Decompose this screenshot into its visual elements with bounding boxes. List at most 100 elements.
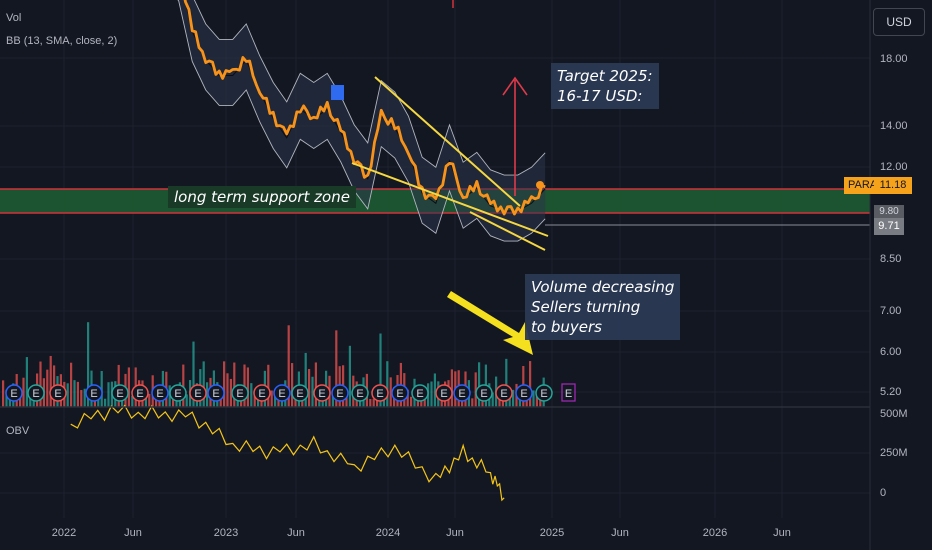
earnings-marker[interactable]: [331, 384, 349, 402]
x-tick-2022: 2022: [51, 527, 77, 539]
volume-bar: [80, 390, 83, 407]
earnings-marker[interactable]: [253, 384, 271, 402]
volume-bar: [474, 372, 477, 407]
earnings-marker[interactable]: [151, 384, 169, 402]
obv-tick-0: 0: [880, 487, 887, 499]
earnings-marker[interactable]: [111, 384, 129, 402]
obv-tick-250m: 250M: [880, 447, 908, 459]
volume-bar: [155, 394, 158, 407]
upcoming-earnings-marker[interactable]: [561, 383, 576, 402]
y-tick-7: 7.00: [880, 305, 902, 317]
earnings-glyph: E: [174, 388, 181, 400]
target-annotation: Target 2025: 16-17 USD:: [551, 63, 659, 109]
earnings-marker[interactable]: [27, 384, 45, 402]
volume-bar: [314, 362, 317, 407]
volume-bar: [2, 380, 5, 407]
volume-bar: [372, 398, 375, 407]
volume-bar: [304, 352, 307, 407]
earnings-marker[interactable]: [189, 384, 207, 402]
earnings-marker[interactable]: [411, 384, 429, 402]
last-price-badge: 11.18: [874, 177, 912, 194]
volume-bar: [389, 377, 392, 407]
wedge-lower-extension: [469, 211, 546, 251]
volume-bar: [185, 394, 188, 407]
wedge-upper-trendline: [374, 76, 521, 207]
volume-bar: [525, 398, 528, 407]
volume-bar: [433, 373, 436, 407]
earnings-marker[interactable]: [371, 384, 389, 402]
volume-bar: [348, 345, 351, 407]
volume-bar: [491, 392, 494, 407]
volume-bar: [535, 394, 538, 407]
obv-tick-500m: 500M: [880, 408, 908, 420]
earnings-marker[interactable]: [5, 384, 23, 402]
earnings-glyph: E: [54, 388, 61, 400]
earnings-marker[interactable]: [435, 384, 453, 402]
earnings-glyph: E: [236, 388, 243, 400]
volume-bar: [532, 390, 535, 407]
volume-bar: [450, 369, 453, 407]
earnings-marker[interactable]: [207, 384, 225, 402]
volume-bar: [202, 361, 205, 407]
earnings-marker[interactable]: [391, 384, 409, 402]
earnings-glyph: E: [10, 388, 17, 400]
volume-bar: [505, 358, 508, 407]
volume-bar: [410, 396, 413, 407]
volume-bar: [376, 395, 379, 407]
earnings-marker[interactable]: [475, 384, 493, 402]
volume-bar: [66, 383, 69, 407]
earnings-marker[interactable]: [169, 384, 187, 402]
volume-bar: [512, 389, 515, 407]
earnings-marker[interactable]: [131, 384, 149, 402]
volume-callout-arrow: [447, 291, 533, 355]
target-annotation-line-1: Target 2025:: [557, 67, 653, 85]
earnings-glyph: E: [296, 388, 303, 400]
volume-indicator-label[interactable]: Vol: [6, 12, 22, 24]
earnings-marker[interactable]: [535, 384, 553, 402]
volume-bar: [529, 361, 532, 407]
obv-indicator-label[interactable]: OBV: [6, 425, 30, 437]
earnings-glyph: E: [480, 388, 487, 400]
volume-bar: [270, 390, 273, 407]
earnings-marker[interactable]: [453, 384, 471, 402]
volume-bar: [8, 396, 11, 407]
earnings-marker[interactable]: [313, 384, 331, 402]
volume-bar: [386, 361, 389, 407]
earnings-glyph: E: [278, 388, 285, 400]
earnings-glyph: E: [500, 388, 507, 400]
earnings-glyph: E: [32, 388, 39, 400]
earnings-marker[interactable]: [495, 384, 513, 402]
volume-bar: [335, 330, 338, 407]
x-tick-jun-2026: Jun: [773, 527, 791, 539]
earnings-glyph: E: [116, 388, 123, 400]
currency-button[interactable]: USD: [873, 8, 925, 36]
volume-bar: [206, 382, 209, 407]
volume-bar: [22, 377, 25, 407]
earnings-marker[interactable]: [515, 384, 533, 402]
volume-bar: [294, 395, 297, 407]
earnings-marker[interactable]: [351, 384, 369, 402]
volume-bar: [308, 368, 311, 407]
earnings-glyph: E: [258, 388, 265, 400]
volume-bar: [250, 383, 253, 407]
volume-bar: [471, 398, 474, 407]
earnings-marker[interactable]: [231, 384, 249, 402]
ticker-badge: PARA: [844, 177, 882, 194]
volume-bar: [107, 382, 110, 407]
volume-bar: [49, 355, 52, 407]
volume-bar: [5, 389, 8, 407]
x-tick-2026: 2026: [702, 527, 728, 539]
support-price-badge-partial: 9.80: [874, 205, 904, 218]
earnings-marker[interactable]: [49, 384, 67, 402]
earnings-glyph: E: [376, 388, 383, 400]
volume-bar: [168, 385, 171, 407]
earnings-glyph: E: [336, 388, 343, 400]
earnings-marker[interactable]: [85, 384, 103, 402]
earnings-marker[interactable]: [291, 384, 309, 402]
bollinger-indicator-label[interactable]: BB (13, SMA, close, 2): [6, 35, 118, 47]
upcoming-earnings-glyph: E: [565, 388, 572, 400]
volume-bar: [277, 397, 280, 407]
earnings-glyph: E: [520, 388, 527, 400]
earnings-marker[interactable]: [273, 384, 291, 402]
